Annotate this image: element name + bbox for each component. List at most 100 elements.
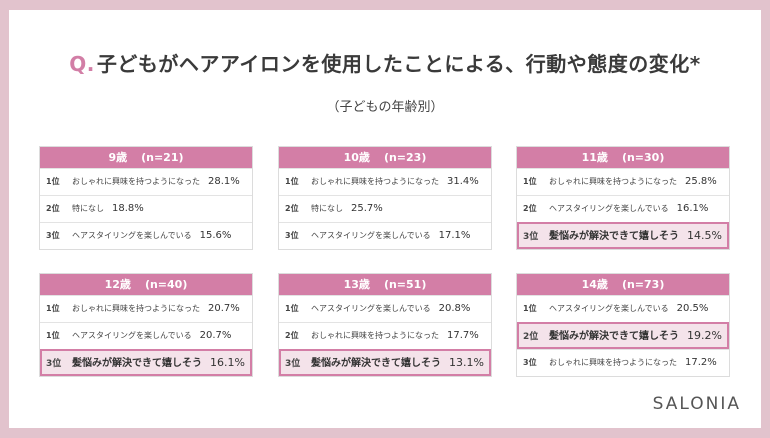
percentage: 25.7% bbox=[351, 203, 383, 214]
ranking-row: 1位 おしゃれに興味を持つようになった 31.4% bbox=[279, 168, 491, 195]
rank-label: 1位 bbox=[46, 304, 60, 313]
card-sample-size: (n=40) bbox=[144, 278, 188, 291]
percentage: 19.2% bbox=[687, 329, 722, 342]
page-subtitle: （子どもの年齢別） bbox=[326, 100, 444, 115]
percentage: 25.8% bbox=[685, 176, 717, 187]
card-age-9: 9歳 (n=21) 1位 おしゃれに興味を持つようになった 28.1% 2位 特になし 1… bbox=[39, 146, 253, 250]
item-label: ヘアスタイリングを楽しんでいる bbox=[549, 304, 669, 313]
percentage: 20.5% bbox=[676, 303, 709, 314]
item-label: 髪悩みが解決できて嬉しそう bbox=[549, 331, 679, 342]
ranking-row: 2位 ヘアスタイリングを楽しんでいる 16.1% bbox=[517, 195, 729, 222]
ranking-row-highlighted: 3位 髪悩みが解決できて嬉しそう 14.5% bbox=[517, 222, 729, 249]
item-label: ヘアスタイリングを楽しんでいる bbox=[72, 331, 192, 340]
rank-label: 3位 bbox=[46, 359, 62, 369]
card-header: 9歳 (n=21) bbox=[40, 147, 252, 168]
card-header: 12歳 (n=40) bbox=[40, 274, 252, 295]
ranking-row: 3位 ヘアスタイリングを楽しんでいる 15.6% bbox=[40, 222, 252, 249]
ranking-row: 1位 おしゃれに興味を持つようになった 28.1% bbox=[40, 168, 252, 195]
slide: Q. 子どもがヘアアイロンを使用したことによる、行動や態度の変化* （子どもの年齢… bbox=[9, 10, 761, 428]
ranking-row: 1位 ヘアスタイリングを楽しんでいる 20.5% bbox=[517, 295, 729, 322]
item-label: おしゃれに興味を持つようになった bbox=[549, 358, 677, 367]
percentage: 18.8% bbox=[112, 203, 144, 214]
card-age-11: 11歳 (n=30) 1位 おしゃれに興味を持つようになった 25.8% 2位 ヘアスタ… bbox=[516, 146, 730, 250]
item-label: 髪悩みが解決できて嬉しそう bbox=[72, 358, 202, 369]
rank-label: 1位 bbox=[523, 304, 537, 313]
percentage: 16.1% bbox=[676, 203, 709, 214]
percentage: 17.1% bbox=[438, 230, 471, 241]
rank-label: 2位 bbox=[46, 204, 60, 213]
rank-label: 1位 bbox=[46, 177, 60, 186]
item-label: おしゃれに興味を持つようになった bbox=[72, 304, 200, 313]
rank-label: 3位 bbox=[285, 231, 299, 240]
rank-label: 2位 bbox=[523, 204, 537, 213]
item-label: おしゃれに興味を持つようになった bbox=[549, 177, 677, 186]
card-header: 10歳 (n=23) bbox=[279, 147, 491, 168]
item-label: 髪悩みが解決できて嬉しそう bbox=[311, 358, 441, 369]
rank-label: 2位 bbox=[285, 331, 299, 340]
percentage: 31.4% bbox=[447, 176, 479, 187]
rank-label: 1位 bbox=[285, 177, 299, 186]
card-age: 11歳 bbox=[581, 151, 608, 164]
card-header: 11歳 (n=30) bbox=[517, 147, 729, 168]
percentage: 20.7% bbox=[199, 330, 232, 341]
card-header: 14歳 (n=73) bbox=[517, 274, 729, 295]
card-age: 9歳 bbox=[108, 151, 128, 164]
ranking-row: 1位 おしゃれに興味を持つようになった 25.8% bbox=[517, 168, 729, 195]
rank-label: 2位 bbox=[285, 204, 299, 213]
card-age: 13歳 bbox=[343, 278, 370, 291]
percentage: 16.1% bbox=[210, 356, 245, 369]
rank-label: 3位 bbox=[523, 358, 537, 367]
rank-label: 1位 bbox=[523, 177, 537, 186]
percentage: 20.8% bbox=[438, 303, 471, 314]
ranking-row: 2位 特になし 25.7% bbox=[279, 195, 491, 222]
percentage: 17.7% bbox=[447, 330, 479, 341]
card-age: 14歳 bbox=[581, 278, 608, 291]
percentage: 20.7% bbox=[208, 303, 240, 314]
ranking-row: 1位 おしゃれに興味を持つようになった 20.7% bbox=[40, 295, 252, 322]
card-header: 13歳 (n=51) bbox=[279, 274, 491, 295]
title-prefix: Q. bbox=[69, 52, 95, 76]
item-label: 髪悩みが解決できて嬉しそう bbox=[549, 231, 679, 242]
item-label: 特になし bbox=[72, 204, 104, 213]
item-label: ヘアスタイリングを楽しんでいる bbox=[549, 204, 669, 213]
item-label: ヘアスタイリングを楽しんでいる bbox=[311, 304, 431, 313]
item-label: おしゃれに興味を持つようになった bbox=[311, 331, 439, 340]
percentage: 15.6% bbox=[199, 230, 232, 241]
card-age: 12歳 bbox=[104, 278, 131, 291]
card-sample-size: (n=23) bbox=[383, 151, 427, 164]
title-text: 子どもがヘアアイロンを使用したことによる、行動や態度の変化* bbox=[96, 52, 701, 76]
item-label: ヘアスタイリングを楽しんでいる bbox=[72, 231, 192, 240]
rank-label: 1位 bbox=[285, 304, 299, 313]
percentage: 13.1% bbox=[449, 356, 484, 369]
percentage: 28.1% bbox=[208, 176, 240, 187]
item-label: ヘアスタイリングを楽しんでいる bbox=[311, 231, 431, 240]
ranking-row: 3位 おしゃれに興味を持つようになった 17.2% bbox=[517, 349, 729, 376]
rank-label: 1位 bbox=[46, 331, 60, 340]
percentage: 17.2% bbox=[685, 357, 717, 368]
brand-logo: SALONIA bbox=[652, 394, 741, 414]
ranking-row-highlighted: 3位 髪悩みが解決できて嬉しそう 16.1% bbox=[40, 349, 252, 376]
page-title: Q. 子どもがヘアアイロンを使用したことによる、行動や態度の変化* bbox=[9, 48, 761, 77]
card-age: 10歳 bbox=[343, 151, 370, 164]
card-age-12: 12歳 (n=40) 1位 おしゃれに興味を持つようになった 20.7% 1位 ヘアスタ… bbox=[39, 273, 253, 377]
ranking-row-highlighted: 3位 髪悩みが解決できて嬉しそう 13.1% bbox=[279, 349, 491, 376]
ranking-row: 1位 ヘアスタイリングを楽しんでいる 20.7% bbox=[40, 322, 252, 349]
card-sample-size: (n=21) bbox=[141, 151, 184, 164]
percentage: 14.5% bbox=[687, 229, 722, 242]
rank-label: 3位 bbox=[46, 231, 60, 240]
card-sample-size: (n=30) bbox=[621, 151, 665, 164]
ranking-row: 2位 おしゃれに興味を持つようになった 17.7% bbox=[279, 322, 491, 349]
card-age-14: 14歳 (n=73) 1位 ヘアスタイリングを楽しんでいる 20.5% 2位 髪悩みが解… bbox=[516, 273, 730, 377]
item-label: 特になし bbox=[311, 204, 343, 213]
rank-label: 3位 bbox=[285, 359, 301, 369]
item-label: おしゃれに興味を持つようになった bbox=[72, 177, 200, 186]
card-sample-size: (n=73) bbox=[621, 278, 665, 291]
rank-label: 3位 bbox=[523, 232, 539, 242]
ranking-row: 1位 ヘアスタイリングを楽しんでいる 20.8% bbox=[279, 295, 491, 322]
card-age-13: 13歳 (n=51) 1位 ヘアスタイリングを楽しんでいる 20.8% 2位 おしゃれに… bbox=[278, 273, 492, 377]
rank-label: 2位 bbox=[523, 332, 539, 342]
card-age-10: 10歳 (n=23) 1位 おしゃれに興味を持つようになった 31.4% 2位 特になし… bbox=[278, 146, 492, 250]
ranking-row-highlighted: 2位 髪悩みが解決できて嬉しそう 19.2% bbox=[517, 322, 729, 349]
item-label: おしゃれに興味を持つようになった bbox=[311, 177, 439, 186]
ranking-row: 3位 ヘアスタイリングを楽しんでいる 17.1% bbox=[279, 222, 491, 249]
